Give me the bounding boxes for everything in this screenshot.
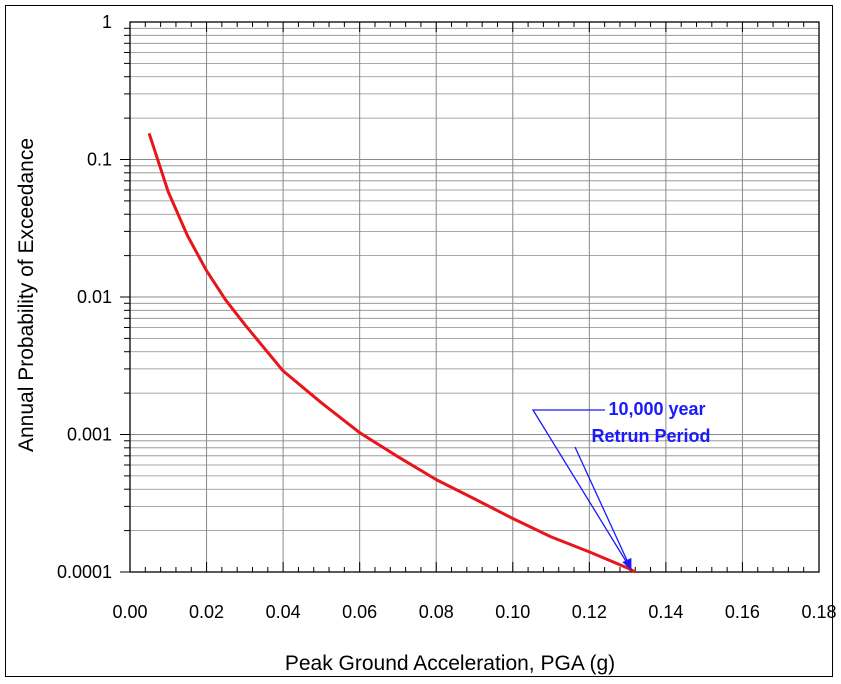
x-tick-label: 0.14	[648, 602, 683, 622]
annotation-line-2: Retrun Period	[591, 426, 710, 446]
x-tick-label: 0.04	[266, 602, 301, 622]
annotation-line-1: 10,000 year	[608, 399, 705, 419]
x-axis-title: Peak Ground Acceleration, PGA (g)	[285, 652, 615, 675]
annotation-leader-left	[531, 409, 632, 571]
grid	[129, 22, 820, 573]
hazard-curve-points	[149, 133, 636, 573]
x-tick-label: 0.10	[495, 602, 530, 622]
x-tick-label: 0.02	[189, 602, 224, 622]
y-tick-label: 0.01	[77, 287, 112, 307]
x-tick-label: 0.00	[112, 602, 147, 622]
annotation-arrowhead	[622, 557, 632, 570]
y-axis-title: Annual Probability of Exceedance	[15, 138, 38, 452]
x-tick-labels: 0.00 0.02 0.04 0.06 0.08 0.10 0.12 0.14 0.16 0.18	[112, 602, 836, 622]
minor-ticks	[120, 22, 820, 573]
y-tick-labels: 0.0001 0.001 0.01 0.1 1	[57, 12, 112, 582]
x-tick-label: 0.16	[725, 602, 760, 622]
y-tick-label: 0.0001	[57, 562, 112, 582]
chart-frame	[5, 5, 833, 677]
y-tick-label: 1	[102, 12, 112, 32]
x-tick-label: 0.12	[572, 602, 607, 622]
annotation-leader-right	[574, 446, 633, 571]
plot-area-border	[129, 21, 820, 573]
x-tick-label: 0.06	[342, 602, 377, 622]
y-tick-label: 0.1	[87, 150, 112, 170]
return-period-annotation: 10,000 year Retrun Period	[531, 399, 711, 571]
x-tick-label: 0.08	[419, 602, 454, 622]
y-tick-label: 0.001	[67, 425, 112, 445]
x-tick-label: 0.18	[801, 602, 836, 622]
